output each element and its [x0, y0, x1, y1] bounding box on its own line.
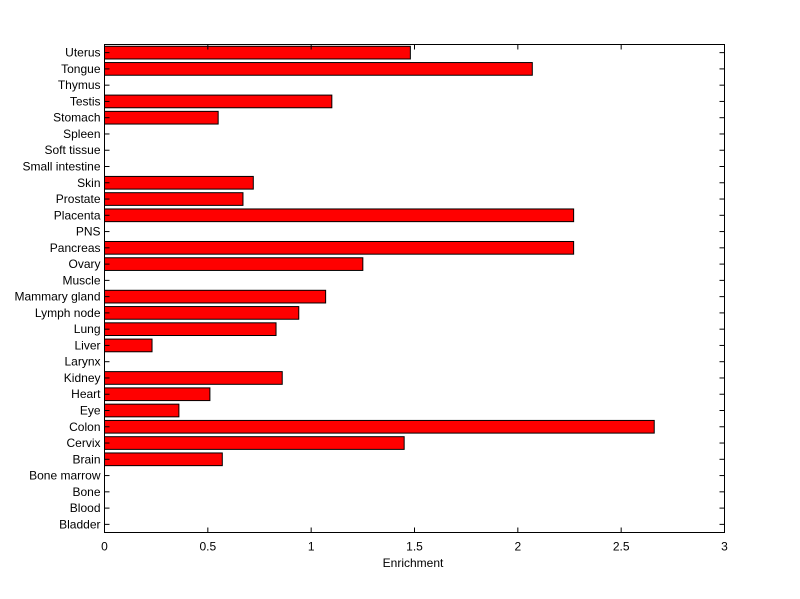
x-axis-label: Enrichment: [383, 556, 444, 570]
x-tick-label: 2.5: [613, 540, 630, 554]
y-tick-label: Uterus: [65, 46, 100, 60]
y-tick-label: Stomach: [53, 111, 100, 125]
bar: [104, 306, 300, 320]
y-tick-label: PNS: [76, 225, 101, 239]
bar: [104, 257, 364, 271]
y-tick-label: Small intestine: [22, 160, 100, 174]
bar: [104, 436, 405, 450]
x-tick-label: 2: [514, 540, 521, 554]
y-tick-label: Brain: [72, 452, 100, 466]
bar: [104, 338, 153, 353]
y-tick-label: Lymph node: [35, 306, 101, 320]
y-tick-label: Testis: [70, 94, 101, 108]
y-tick-label: Soft tissue: [44, 143, 100, 157]
y-tick-label: Thymus: [58, 78, 101, 92]
y-tick-label: Cervix: [66, 436, 100, 450]
x-axis: 0 0.5 1 1.5 2 2.5 3: [101, 44, 728, 554]
bar: [104, 403, 180, 418]
y-tick-label: Mammary gland: [14, 290, 100, 304]
x-tick-label: 0: [101, 540, 108, 554]
bar: [104, 452, 223, 467]
y-tick-label: Lung: [74, 322, 101, 336]
plot-frame: [104, 44, 725, 533]
y-axis: Bladder Blood Bone Bone marrow Brain Cervix Co…: [14, 46, 725, 531]
bar: [104, 322, 277, 337]
bar: [104, 208, 575, 223]
y-tick-label: Bone: [72, 485, 100, 499]
bar: [104, 45, 411, 60]
bar: [104, 240, 575, 255]
bar: [104, 94, 333, 109]
y-tick-label: Prostate: [56, 192, 101, 206]
bar: [104, 371, 283, 385]
y-tick-label: Pancreas: [50, 241, 101, 255]
x-tick-label: 3: [721, 540, 728, 554]
x-tick-label: 1: [308, 540, 315, 554]
bar: [104, 110, 219, 125]
y-tick-label: Placenta: [54, 208, 101, 222]
y-tick-label: Muscle: [62, 273, 100, 287]
y-tick-label: Blood: [70, 501, 101, 515]
y-tick-label: Liver: [74, 338, 100, 352]
x-tick-label: 1.5: [406, 540, 423, 554]
y-tick-label: Larynx: [64, 355, 100, 369]
x-tick-label: 0.5: [199, 540, 216, 554]
y-tick-label: Bladder: [59, 517, 100, 531]
y-tick-label: Eye: [80, 404, 101, 418]
bar: [104, 62, 533, 76]
bar: [104, 192, 244, 206]
bar: [104, 419, 655, 434]
bar: [104, 175, 254, 190]
y-tick-label: Colon: [69, 420, 100, 434]
y-tick-label: Spleen: [63, 127, 100, 141]
y-tick-label: Heart: [71, 387, 101, 401]
y-tick-label: Ovary: [68, 257, 100, 271]
bars-group: [104, 45, 655, 467]
y-tick-label: Bone marrow: [29, 469, 101, 483]
bar: [104, 289, 327, 304]
y-tick-label: Kidney: [64, 371, 101, 385]
y-tick-label: Tongue: [61, 62, 101, 76]
y-tick-label: Skin: [77, 176, 100, 190]
bar: [104, 387, 211, 402]
